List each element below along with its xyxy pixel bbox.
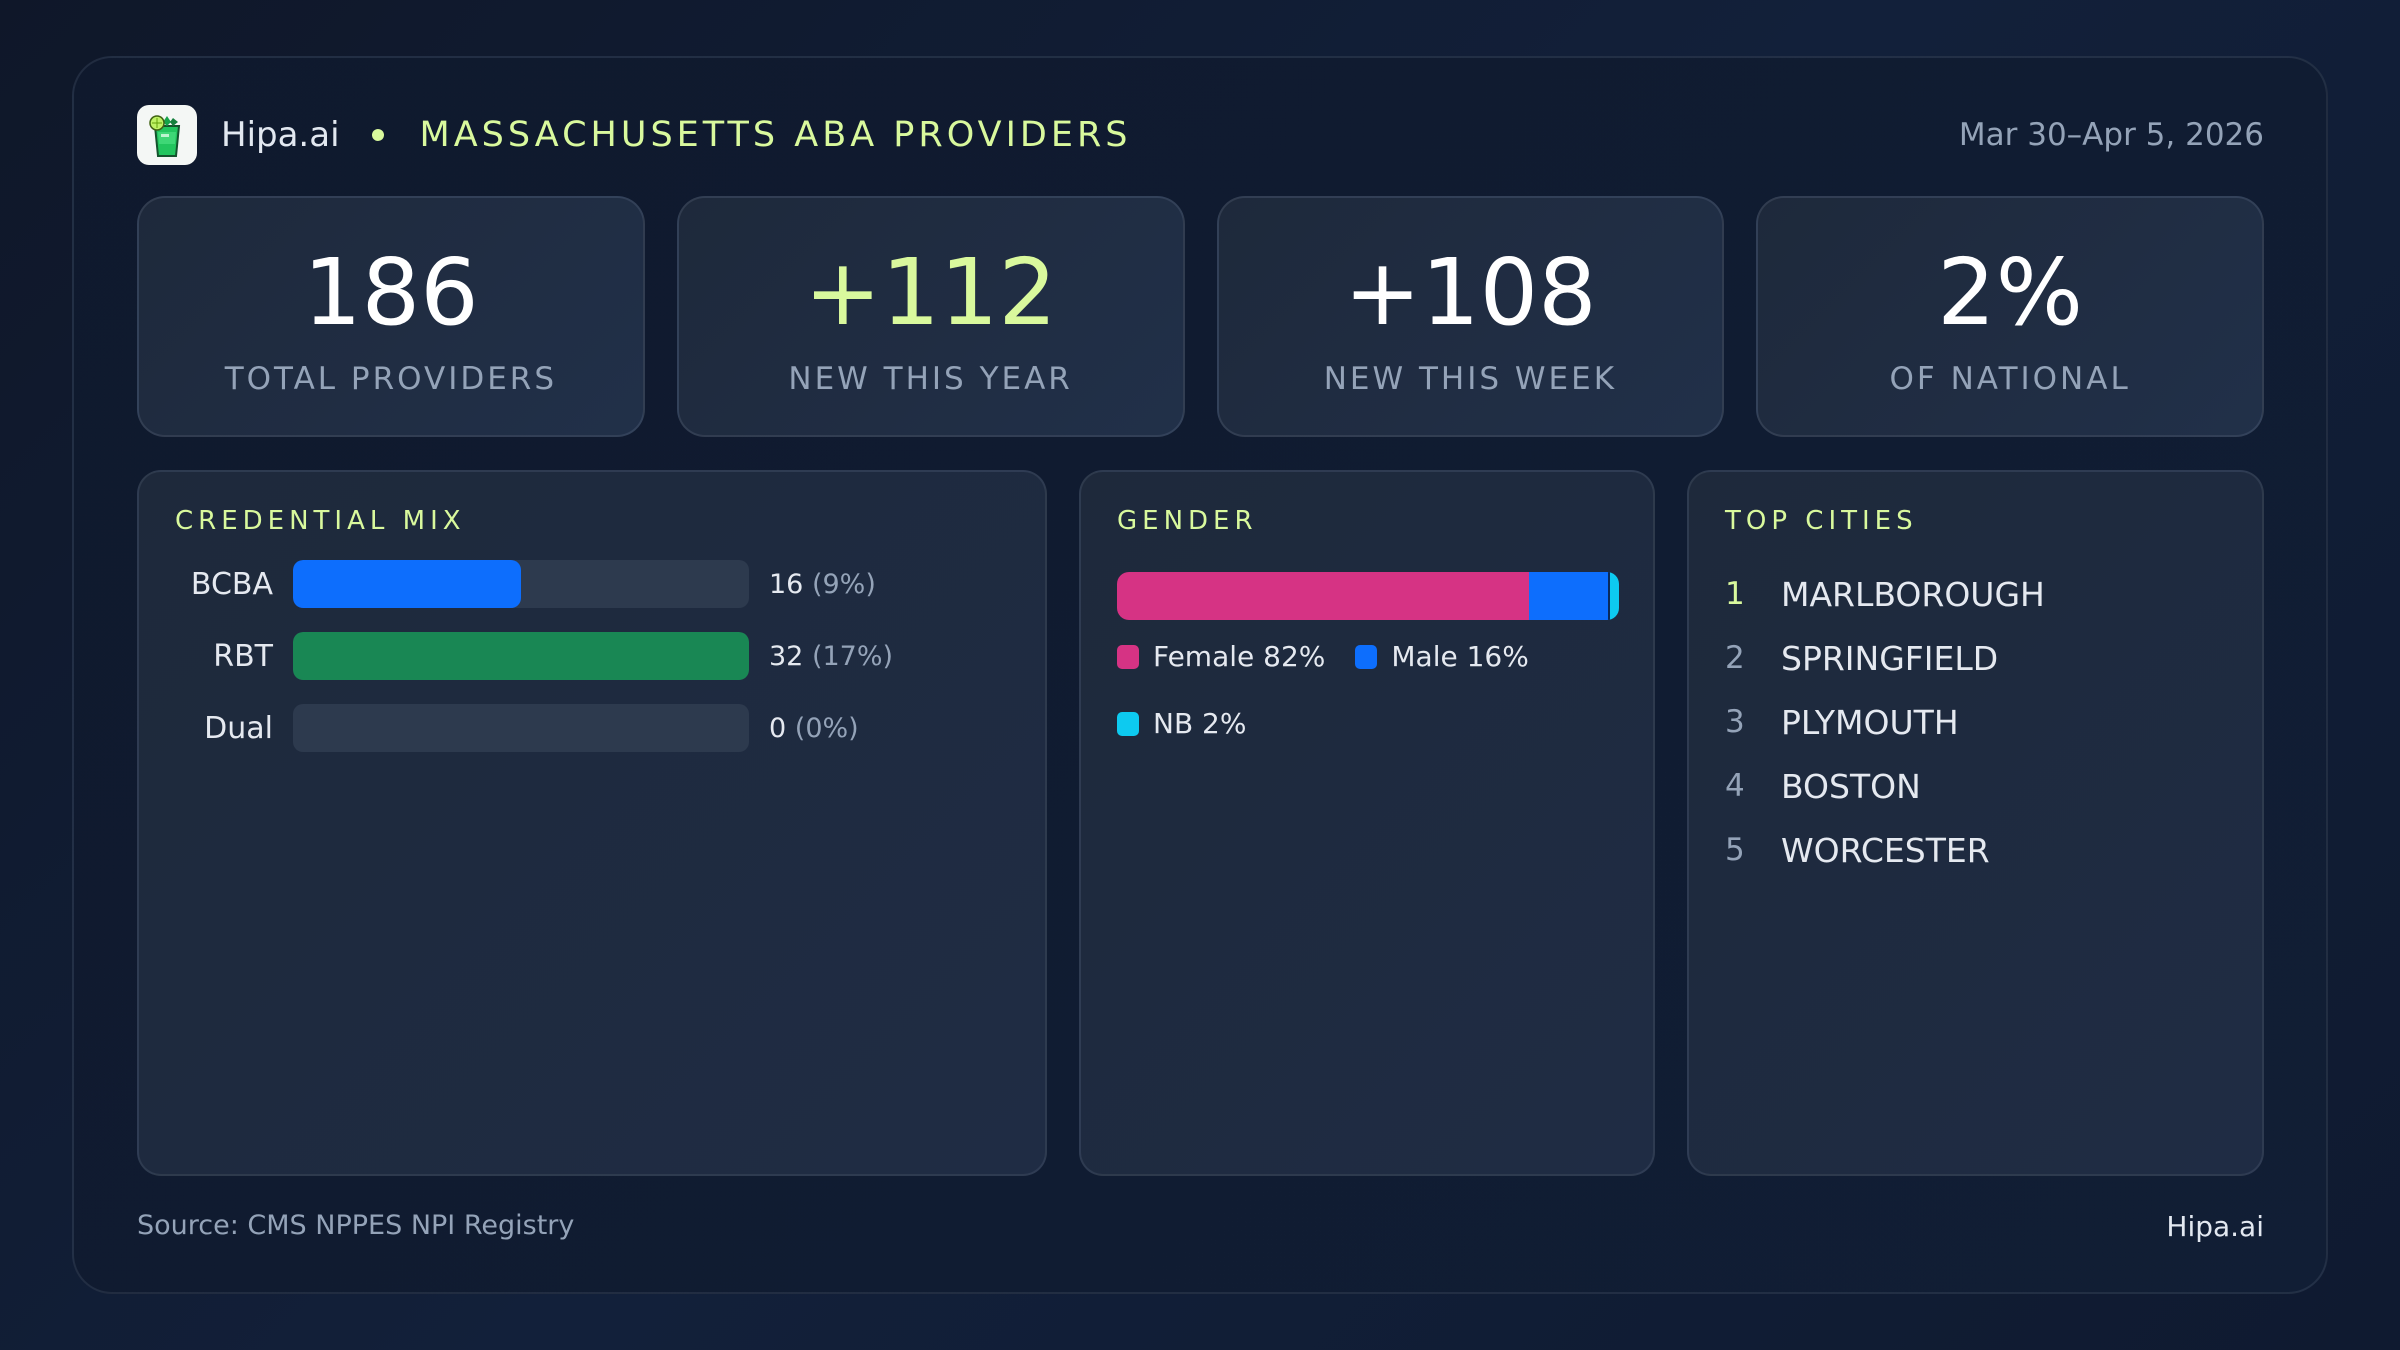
legend-female: Female 82% [1117, 640, 1325, 673]
bar-fill-rbt [293, 632, 749, 680]
kpi-new-this-week: +108 NEW THIS WEEK [1216, 196, 1725, 437]
bar-value: 16 (9%) [769, 568, 876, 600]
kpi-value: 186 [303, 238, 479, 346]
city-name: SPRINGFIELD [1781, 638, 1999, 678]
date-range: Mar 30–Apr 5, 2026 [1958, 117, 2264, 153]
kpi-value: 2% [1937, 238, 2084, 346]
bar-track [293, 632, 749, 680]
segment-female [1117, 572, 1529, 620]
kpi-new-this-year: +112 NEW THIS YEAR [676, 196, 1185, 437]
bar-row-rbt: RBT 32 (17%) [175, 632, 1009, 680]
panel-title: CREDENTIAL MIX [175, 506, 466, 536]
legend-male: Male 16% [1355, 640, 1529, 673]
city-name: MARLBOROUGH [1781, 574, 2045, 614]
swatch-male [1355, 644, 1378, 669]
bar-track [293, 560, 749, 608]
list-item: 3 PLYMOUTH [1725, 690, 2226, 754]
legend-nb: NB 2% [1117, 707, 1246, 740]
bar-row-dual: Dual 0 (0%) [175, 704, 1009, 752]
city-rank: 1 [1725, 576, 1745, 612]
mojito-glass-icon [137, 105, 197, 165]
credential-mix-panel: CREDENTIAL MIX BCBA 16 (9%) RBT 32 (17%)… [137, 470, 1047, 1176]
gender-panel: GENDER Female 82% Male 16% NB 2% [1079, 470, 1655, 1176]
panels-row: CREDENTIAL MIX BCBA 16 (9%) RBT 32 (17%)… [137, 470, 2264, 1176]
city-rank: 5 [1725, 832, 1745, 868]
page-title: MASSACHUSETTS ABA PROVIDERS [419, 115, 1132, 155]
bar-value: 0 (0%) [769, 712, 859, 744]
city-list: 1 MARLBOROUGH 2 SPRINGFIELD 3 PLYMOUTH 4… [1725, 562, 2226, 882]
city-rank: 2 [1725, 640, 1745, 676]
separator-dot [371, 129, 384, 141]
footer-brand: Hipa.ai [2166, 1210, 2264, 1243]
swatch-nb [1117, 711, 1139, 736]
kpi-row: 186 TOTAL PROVIDERS +112 NEW THIS YEAR +… [137, 196, 2264, 437]
segment-nb [1610, 572, 1619, 620]
bar-value: 32 (17%) [769, 640, 894, 672]
kpi-value: +108 [1344, 238, 1597, 346]
bar-label: Dual [204, 710, 273, 746]
bar-label: BCBA [190, 566, 273, 602]
kpi-label: NEW THIS YEAR [788, 360, 1073, 397]
kpi-total-providers: 186 TOTAL PROVIDERS [137, 196, 645, 437]
kpi-label: TOTAL PROVIDERS [224, 360, 558, 397]
header: Hipa.ai MASSACHUSETTS ABA PROVIDERS Mar … [137, 104, 2264, 166]
gender-legend: Female 82% Male 16% NB 2% [1117, 640, 1619, 740]
city-rank: 4 [1725, 768, 1745, 804]
kpi-value: +112 [804, 238, 1057, 346]
city-name: PLYMOUTH [1781, 702, 1959, 742]
panel-title: TOP CITIES [1725, 506, 1918, 536]
city-name: BOSTON [1781, 766, 1921, 806]
city-name: WORCESTER [1781, 830, 1990, 870]
source-note: Source: CMS NPPES NPI Registry [137, 1210, 575, 1241]
kpi-label: OF NATIONAL [1889, 360, 2131, 397]
list-item: 4 BOSTON [1725, 754, 2226, 818]
bar-label: RBT [213, 638, 273, 674]
kpi-of-national: 2% OF NATIONAL [1756, 196, 2264, 437]
swatch-female [1117, 644, 1139, 669]
footer: Source: CMS NPPES NPI Registry Hipa.ai [137, 1210, 2264, 1243]
bar-fill-bcba [293, 560, 521, 608]
gender-stacked-bar [1117, 572, 1619, 620]
list-item: 1 MARLBOROUGH [1725, 562, 2226, 626]
bar-row-bcba: BCBA 16 (9%) [175, 560, 1009, 608]
brand-name: Hipa.ai [221, 115, 340, 155]
list-item: 2 SPRINGFIELD [1725, 626, 2226, 690]
city-rank: 3 [1725, 704, 1745, 740]
bar-track [293, 704, 749, 752]
top-cities-panel: TOP CITIES 1 MARLBOROUGH 2 SPRINGFIELD 3… [1687, 470, 2264, 1176]
segment-male [1528, 572, 1611, 620]
panel-title: GENDER [1117, 506, 1258, 536]
kpi-label: NEW THIS WEEK [1323, 360, 1618, 397]
list-item: 5 WORCESTER [1725, 818, 2226, 882]
